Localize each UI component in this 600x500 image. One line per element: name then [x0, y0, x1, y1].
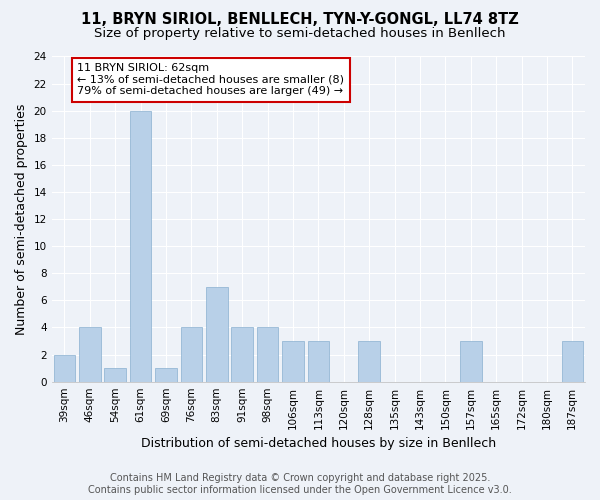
Text: 11, BRYN SIRIOL, BENLLECH, TYN-Y-GONGL, LL74 8TZ: 11, BRYN SIRIOL, BENLLECH, TYN-Y-GONGL, … [81, 12, 519, 28]
Text: Size of property relative to semi-detached houses in Benllech: Size of property relative to semi-detach… [94, 28, 506, 40]
Bar [181, 328, 202, 382]
Text: Contains HM Land Registry data © Crown copyright and database right 2025.
Contai: Contains HM Land Registry data © Crown c… [88, 474, 512, 495]
Bar [460, 341, 482, 382]
Bar [206, 287, 227, 382]
Bar [130, 110, 151, 382]
Bar [282, 341, 304, 382]
Bar [104, 368, 126, 382]
Bar [155, 368, 177, 382]
Bar [232, 328, 253, 382]
Bar [358, 341, 380, 382]
Bar [562, 341, 583, 382]
Bar [257, 328, 278, 382]
Text: 11 BRYN SIRIOL: 62sqm
← 13% of semi-detached houses are smaller (8)
79% of semi-: 11 BRYN SIRIOL: 62sqm ← 13% of semi-deta… [77, 64, 344, 96]
Bar [79, 328, 101, 382]
X-axis label: Distribution of semi-detached houses by size in Benllech: Distribution of semi-detached houses by … [141, 437, 496, 450]
Bar [308, 341, 329, 382]
Bar [53, 354, 75, 382]
Y-axis label: Number of semi-detached properties: Number of semi-detached properties [15, 104, 28, 335]
